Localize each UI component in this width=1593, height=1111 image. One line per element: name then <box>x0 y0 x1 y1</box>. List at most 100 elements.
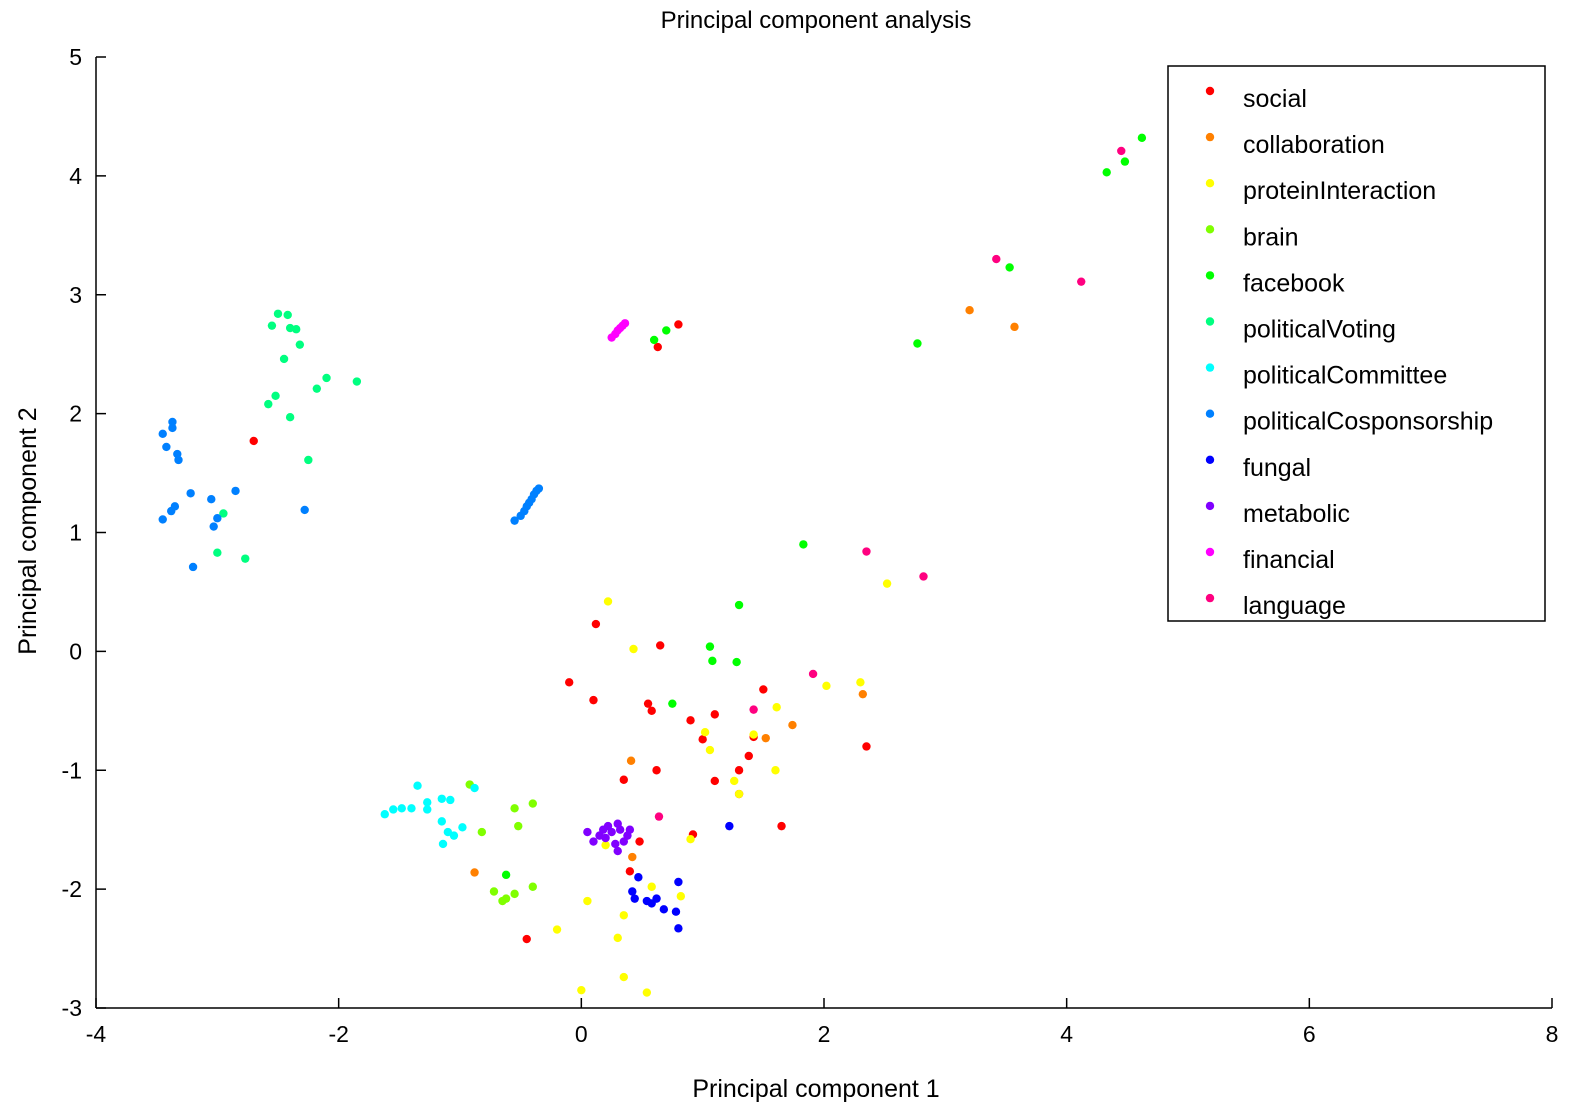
data-point <box>407 804 416 813</box>
series-proteinInteraction <box>552 579 892 997</box>
data-point <box>652 766 661 775</box>
data-point <box>458 823 467 832</box>
data-point <box>771 766 780 775</box>
legend-box <box>1167 65 1546 622</box>
legend-marker <box>1205 547 1215 557</box>
legend-marker <box>1205 455 1215 464</box>
data-point <box>654 812 664 821</box>
data-point <box>674 924 683 933</box>
data-point <box>601 833 610 843</box>
data-point <box>438 839 448 849</box>
data-point <box>799 540 808 549</box>
data-point <box>470 868 479 877</box>
x-tick-label: -2 <box>328 1021 348 1047</box>
series-brain <box>465 780 537 906</box>
y-tick-label: 1 <box>69 520 82 546</box>
data-point <box>858 689 868 699</box>
legend-label: social <box>1243 85 1307 113</box>
data-point <box>601 840 610 850</box>
x-tick-label: -4 <box>86 1021 107 1047</box>
data-point <box>271 391 280 400</box>
data-point <box>686 716 695 725</box>
data-point <box>1137 133 1147 143</box>
data-point <box>734 789 744 799</box>
data-point <box>443 827 453 837</box>
data-point <box>630 894 639 903</box>
y-tick-label: 2 <box>69 401 82 427</box>
legend-marker <box>1205 317 1215 326</box>
data-point <box>470 783 479 793</box>
data-point <box>168 417 177 427</box>
series-politicalCommittee <box>380 781 479 849</box>
y-tick-label: 5 <box>69 44 82 70</box>
data-point <box>174 455 183 465</box>
data-point <box>312 384 322 393</box>
data-point <box>705 745 715 755</box>
chart-title: Principal component analysis <box>661 7 972 34</box>
data-point <box>862 742 871 751</box>
x-tick-label: 8 <box>1546 1021 1559 1047</box>
data-point <box>744 751 753 761</box>
data-point <box>510 516 519 525</box>
data-point <box>186 489 195 498</box>
data-point <box>583 827 592 837</box>
legend-marker <box>1205 409 1215 418</box>
legend-label: language <box>1243 592 1346 620</box>
data-point <box>676 892 686 901</box>
data-point <box>423 798 432 807</box>
series-politicalCosponsorship <box>158 417 544 572</box>
data-point <box>642 988 652 997</box>
y-tick-label: -1 <box>62 757 82 783</box>
data-point <box>1010 322 1019 332</box>
data-point <box>613 933 622 943</box>
data-point <box>283 310 292 320</box>
legend-marker <box>1205 132 1215 142</box>
y-tick-label: 4 <box>69 163 82 189</box>
data-points <box>158 133 1147 997</box>
data-point <box>565 678 574 687</box>
data-point <box>761 733 770 743</box>
data-point <box>423 805 432 814</box>
data-point <box>158 429 167 439</box>
data-point <box>620 319 630 328</box>
data-point <box>300 505 309 515</box>
data-point <box>635 837 644 846</box>
data-point <box>619 911 628 920</box>
x-tick-label: 6 <box>1303 1021 1316 1047</box>
data-point <box>1077 277 1086 286</box>
data-point <box>647 706 656 716</box>
data-point <box>603 597 613 606</box>
data-point <box>304 455 313 465</box>
y-tick-label: -2 <box>62 876 82 902</box>
data-point <box>705 642 715 651</box>
data-point <box>628 852 637 862</box>
data-point <box>749 705 758 714</box>
data-point <box>710 776 719 786</box>
data-point <box>413 781 422 790</box>
legend-marker <box>1205 225 1215 234</box>
x-tick-label: 4 <box>1060 1021 1073 1047</box>
legend-marker <box>1205 271 1215 280</box>
series-politicalVoting <box>213 309 362 563</box>
data-point <box>634 873 643 882</box>
data-point <box>725 821 734 831</box>
data-point <box>437 817 446 826</box>
data-point <box>1120 157 1130 166</box>
data-point <box>446 795 455 805</box>
data-point <box>510 804 519 813</box>
legend-label: financial <box>1243 546 1335 574</box>
data-point <box>625 867 635 876</box>
data-point <box>264 399 273 409</box>
data-point <box>822 681 831 691</box>
data-point <box>965 306 974 315</box>
data-point <box>292 325 301 334</box>
data-point <box>591 619 601 629</box>
data-point <box>653 342 662 352</box>
data-point <box>489 887 499 896</box>
series-financial <box>607 319 630 342</box>
legend-marker <box>1205 501 1215 511</box>
data-point <box>619 837 628 846</box>
series-metabolic <box>583 819 635 856</box>
data-point <box>668 699 677 708</box>
